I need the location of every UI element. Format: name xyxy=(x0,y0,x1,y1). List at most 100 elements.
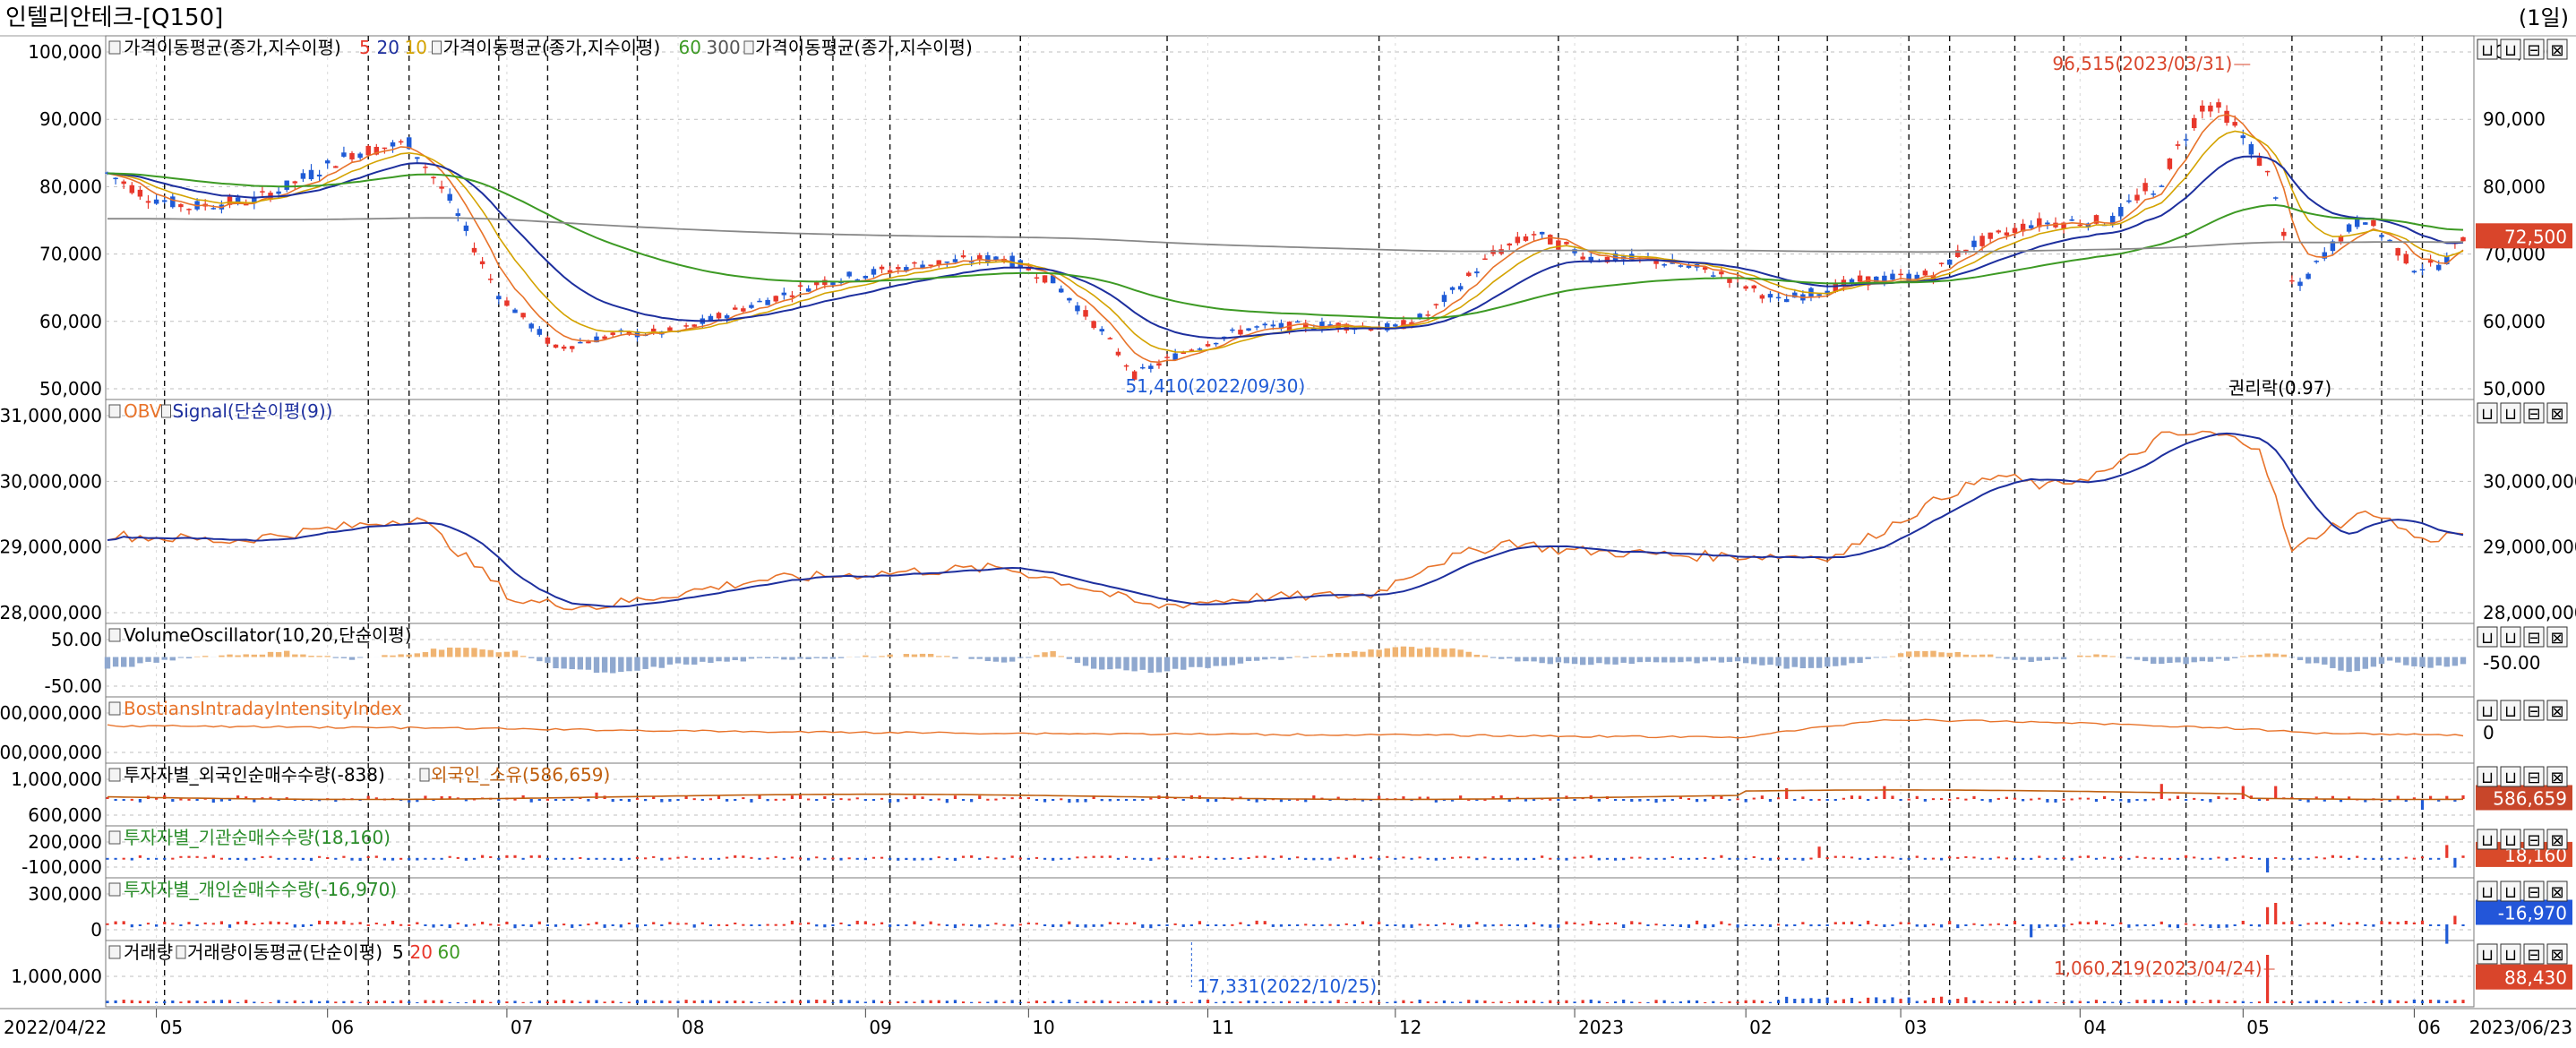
net-bar xyxy=(620,799,623,801)
vo-bar xyxy=(1246,657,1251,662)
legend-toggle-icon[interactable] xyxy=(162,405,171,417)
net-bar xyxy=(1924,924,1927,927)
net-bar xyxy=(269,922,271,924)
vo-bar xyxy=(1091,657,1096,669)
vo-bar xyxy=(113,657,118,667)
panel-bii[interactable]: BostiansIntradayIntensityIndex00,000,000… xyxy=(0,697,2567,763)
net-bar xyxy=(1753,798,1756,800)
panel-button-icon: ⊟ xyxy=(2527,946,2540,965)
net-bar xyxy=(236,922,239,924)
legend-toggle-icon[interactable] xyxy=(109,831,120,844)
net-bar xyxy=(399,858,402,860)
net-bar xyxy=(1997,856,2000,858)
candle xyxy=(2420,269,2425,271)
candle xyxy=(2224,111,2228,123)
legend-toggle-icon[interactable] xyxy=(420,769,429,781)
vo-bar xyxy=(2379,657,2384,665)
net-bar xyxy=(383,858,386,861)
net-bar xyxy=(652,922,655,924)
panel-foreign[interactable]: 투자자별_외국인순매수수량(-838)외국인_소유(586,659)1,000,… xyxy=(11,763,2572,826)
net-bar xyxy=(399,924,402,926)
volume-bar xyxy=(1328,1001,1331,1003)
vo-bar xyxy=(1172,657,1178,669)
net-bar xyxy=(1182,924,1185,927)
volume-bar xyxy=(1272,1002,1275,1003)
legend-item: 20 xyxy=(377,37,399,58)
net-bar xyxy=(1516,924,1519,926)
vo-bar xyxy=(724,657,729,662)
volume-bar xyxy=(2022,1001,2024,1003)
volume-bar xyxy=(831,1002,834,1003)
legend-toggle-icon[interactable] xyxy=(109,769,120,781)
y-tick-left: -100,000 xyxy=(21,856,102,878)
y-tick-right: 90,000 xyxy=(2483,108,2546,130)
net-bar xyxy=(1011,924,1014,926)
net-bar xyxy=(644,924,647,926)
net-bar xyxy=(1598,923,1601,925)
net-bar xyxy=(1663,799,1666,802)
legend-toggle-icon[interactable] xyxy=(433,41,442,54)
vo-bar xyxy=(1433,648,1438,657)
value-tag-label: -16,970 xyxy=(2498,903,2567,924)
legend-toggle-icon[interactable] xyxy=(109,883,120,896)
net-bar xyxy=(1964,856,1967,858)
candle xyxy=(1254,326,1258,328)
volume-bar xyxy=(1516,1001,1519,1003)
candle xyxy=(2265,171,2270,173)
panel-inst[interactable]: 투자자별_기관순매수수량(18,160)200,000-100,00018,16… xyxy=(21,826,2572,878)
net-bar xyxy=(2005,857,2008,859)
net-bar xyxy=(1264,921,1267,924)
net-bar xyxy=(2266,907,2269,924)
net-bar xyxy=(668,858,671,860)
vo-bar xyxy=(1327,654,1333,657)
net-bar xyxy=(1483,924,1486,927)
net-bar xyxy=(1190,858,1193,860)
net-bar xyxy=(465,924,468,927)
legend-toggle-icon[interactable] xyxy=(109,702,120,715)
vo-bar xyxy=(1678,657,1683,663)
net-bar xyxy=(1125,856,1128,858)
net-bar xyxy=(497,924,500,926)
volume-bar xyxy=(1850,998,1853,1003)
legend-toggle-icon[interactable] xyxy=(109,629,120,641)
net-bar xyxy=(628,923,631,924)
candle xyxy=(130,185,134,193)
volume-bar xyxy=(1239,1001,1241,1003)
volume-bar xyxy=(1165,1001,1168,1003)
legend-toggle-icon[interactable] xyxy=(744,41,753,54)
candle xyxy=(333,166,338,168)
volume-bar xyxy=(1459,1001,1462,1003)
net-bar xyxy=(147,858,150,860)
volume-bar xyxy=(644,1000,647,1003)
net-bar xyxy=(1932,858,1935,860)
legend-item: 5 xyxy=(392,941,404,963)
volume-bar xyxy=(1524,1001,1527,1003)
net-bar xyxy=(1769,799,1772,802)
volume-bar xyxy=(628,1001,631,1003)
net-bar xyxy=(449,924,451,928)
legend-toggle-icon[interactable] xyxy=(109,405,120,417)
y-tick-right: 50,000 xyxy=(2483,378,2546,399)
net-bar xyxy=(889,858,891,860)
candle xyxy=(2005,232,2009,235)
volume-bar xyxy=(954,1000,957,1003)
legend-toggle-icon[interactable] xyxy=(176,946,185,958)
vo-bar xyxy=(2004,657,2009,659)
legend-toggle-icon[interactable] xyxy=(109,946,120,958)
volume-bar xyxy=(938,1001,940,1003)
candle xyxy=(170,196,175,207)
candle xyxy=(2249,144,2254,155)
volume-bar xyxy=(848,1001,851,1003)
volume-bar xyxy=(2372,1001,2374,1003)
vo-bar xyxy=(504,652,510,657)
net-bar xyxy=(2250,857,2253,859)
net-bar xyxy=(1761,858,1764,860)
net-bar xyxy=(1606,858,1609,860)
candle xyxy=(154,200,159,204)
net-bar xyxy=(2282,922,2285,924)
legend-toggle-icon[interactable] xyxy=(109,41,120,54)
